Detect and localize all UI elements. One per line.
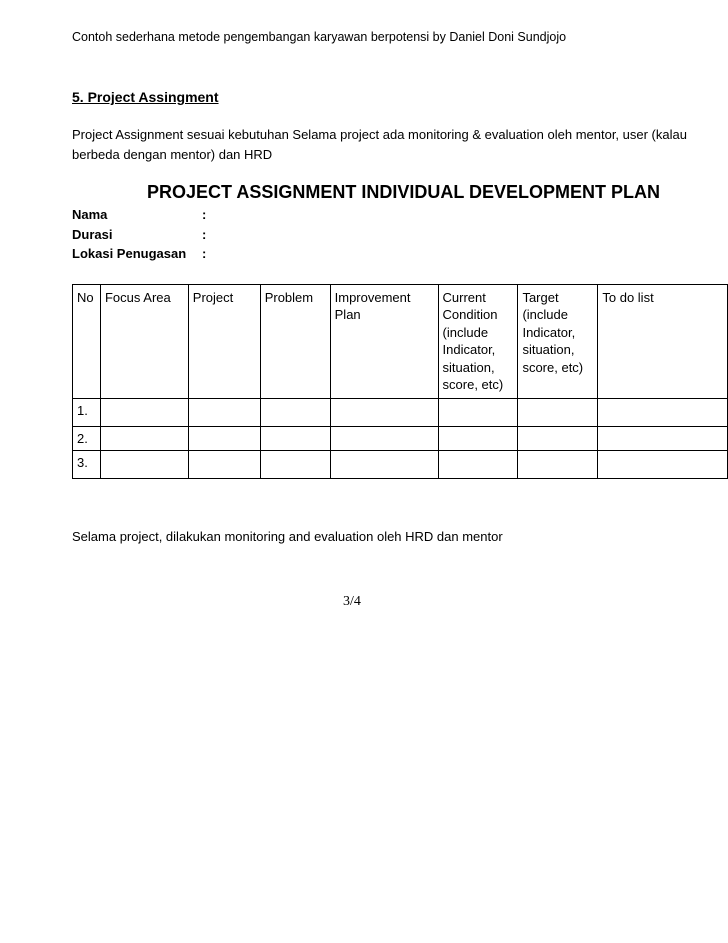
form-label: Nama [72, 205, 202, 225]
cell-no: 1. [73, 398, 101, 426]
form-row-durasi: Durasi : [72, 225, 728, 245]
cell-project [188, 398, 260, 426]
document-header: Contoh sederhana metode pengembangan kar… [72, 30, 728, 44]
section-heading: 5. Project Assingment [72, 89, 728, 105]
cell-improvement-plan [330, 426, 438, 450]
cell-focus-area [100, 450, 188, 478]
cell-current-condition [438, 450, 518, 478]
col-header-improvement-plan: Improvement Plan [330, 284, 438, 398]
main-title: PROJECT ASSIGNMENT INDIVIDUAL DEVELOPMEN… [147, 182, 728, 203]
cell-problem [260, 450, 330, 478]
form-label: Durasi [72, 225, 202, 245]
cell-improvement-plan [330, 450, 438, 478]
cell-todo-list [598, 426, 728, 450]
col-header-current-condition: Current Condition (include Indicator, si… [438, 284, 518, 398]
cell-no: 2. [73, 426, 101, 450]
cell-focus-area [100, 426, 188, 450]
cell-improvement-plan [330, 398, 438, 426]
cell-no: 3. [73, 450, 101, 478]
table-header-row: No Focus Area Project Problem Improvemen… [73, 284, 728, 398]
cell-target [518, 398, 598, 426]
cell-target [518, 450, 598, 478]
form-row-lokasi: Lokasi Penugasan : [72, 244, 728, 264]
col-header-project: Project [188, 284, 260, 398]
form-colon: : [202, 225, 206, 245]
cell-todo-list [598, 450, 728, 478]
cell-current-condition [438, 426, 518, 450]
section-intro: Project Assignment sesuai kebutuhan Sela… [72, 125, 728, 164]
cell-project [188, 426, 260, 450]
cell-todo-list [598, 398, 728, 426]
form-colon: : [202, 244, 206, 264]
table-row: 3. [73, 450, 728, 478]
col-header-no: No [73, 284, 101, 398]
col-header-problem: Problem [260, 284, 330, 398]
form-row-nama: Nama : [72, 205, 728, 225]
table-row: 2. [73, 426, 728, 450]
plan-table: No Focus Area Project Problem Improvemen… [72, 284, 728, 479]
footer-text: Selama project, dilakukan monitoring and… [72, 529, 728, 544]
cell-current-condition [438, 398, 518, 426]
col-header-focus-area: Focus Area [100, 284, 188, 398]
form-colon: : [202, 205, 206, 225]
col-header-todo-list: To do list [598, 284, 728, 398]
cell-project [188, 450, 260, 478]
cell-focus-area [100, 398, 188, 426]
page-number: 3/4 [72, 594, 632, 610]
form-label: Lokasi Penugasan [72, 244, 202, 264]
cell-target [518, 426, 598, 450]
form-fields: Nama : Durasi : Lokasi Penugasan : [72, 205, 728, 264]
col-header-target: Target (include Indicator, situation, sc… [518, 284, 598, 398]
cell-problem [260, 398, 330, 426]
cell-problem [260, 426, 330, 450]
table-row: 1. [73, 398, 728, 426]
